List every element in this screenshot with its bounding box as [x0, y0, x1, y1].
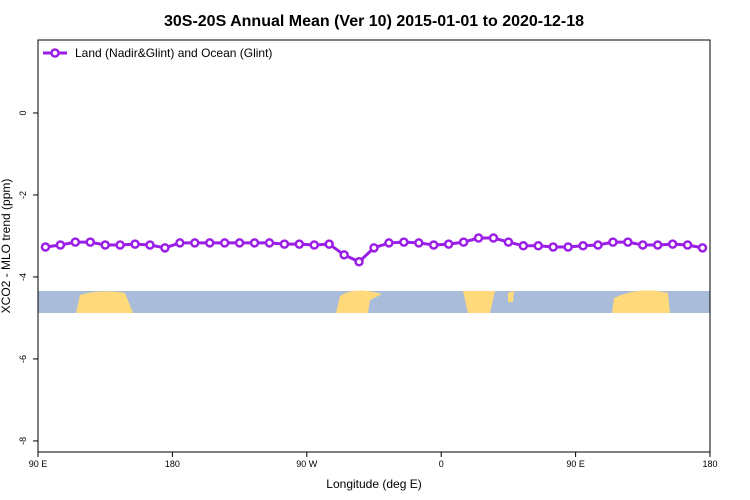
plot-frame — [37, 39, 711, 453]
data-point — [70, 237, 81, 247]
data-point — [443, 239, 454, 249]
data-point — [190, 238, 200, 248]
data-point — [638, 240, 648, 250]
data-point — [488, 233, 499, 243]
data-point — [175, 238, 185, 248]
data-point — [697, 243, 708, 253]
data-point — [593, 240, 603, 250]
y-tick-label: -6 — [18, 355, 28, 363]
data-point — [458, 237, 469, 247]
data-point — [608, 237, 618, 247]
y-tick-label: 0 — [18, 110, 28, 115]
data-point — [518, 241, 529, 251]
data-point — [234, 238, 245, 248]
x-tick-label: 90 W — [296, 459, 318, 469]
land — [336, 290, 382, 313]
data-point — [145, 240, 155, 250]
data-point — [264, 238, 275, 248]
y-axis-label: XCO2 - MLO trend (ppm) — [0, 179, 13, 314]
data-point — [294, 239, 305, 249]
data-point — [652, 240, 663, 250]
x-tick-label: 180 — [702, 459, 717, 469]
x-tick-label: 180 — [165, 459, 180, 469]
data-point — [667, 239, 678, 249]
data-point — [309, 240, 320, 250]
data-point — [40, 242, 51, 252]
data-point — [100, 240, 110, 250]
data-point — [219, 238, 230, 248]
data-point — [369, 243, 379, 253]
data-point — [399, 237, 409, 247]
data-point — [324, 239, 334, 249]
x-tick-label: 90 E — [29, 459, 48, 469]
y-tick-label: -8 — [18, 437, 28, 445]
data-point — [204, 238, 215, 248]
data-point — [548, 242, 558, 252]
land-ocean-map — [38, 290, 710, 313]
data-point — [55, 240, 66, 250]
legend-marker — [50, 48, 60, 58]
data-point — [428, 240, 439, 250]
data-point — [384, 238, 394, 248]
data-point — [130, 239, 140, 249]
data-point — [279, 239, 290, 249]
land — [76, 291, 133, 313]
y-tick-label: -2 — [18, 191, 28, 199]
land — [508, 291, 514, 302]
data-point — [339, 250, 349, 260]
chart-title: 30S-20S Annual Mean (Ver 10) 2015-01-01 … — [164, 13, 584, 30]
data-point — [578, 241, 588, 251]
data-point — [354, 257, 364, 267]
data-point — [160, 243, 170, 253]
data-point — [563, 242, 573, 252]
x-tick-label: 0 — [439, 459, 444, 469]
data-point — [503, 237, 514, 247]
data-point — [249, 238, 260, 248]
legend-label: Land (Nadir&Glint) and Ocean (Glint) — [75, 46, 272, 60]
data-point — [473, 233, 484, 243]
x-tick-label: 90 E — [566, 459, 585, 469]
x-axis-label: Longitude (deg E) — [326, 477, 421, 491]
data-point — [85, 237, 96, 247]
land — [463, 291, 495, 313]
data-point — [623, 237, 633, 247]
y-tick-label: -4 — [18, 273, 28, 281]
land — [612, 290, 670, 313]
data-point — [414, 238, 424, 248]
data-point — [682, 240, 693, 250]
data-point — [533, 241, 544, 251]
data-point — [115, 240, 125, 250]
ocean-strip — [38, 291, 710, 313]
